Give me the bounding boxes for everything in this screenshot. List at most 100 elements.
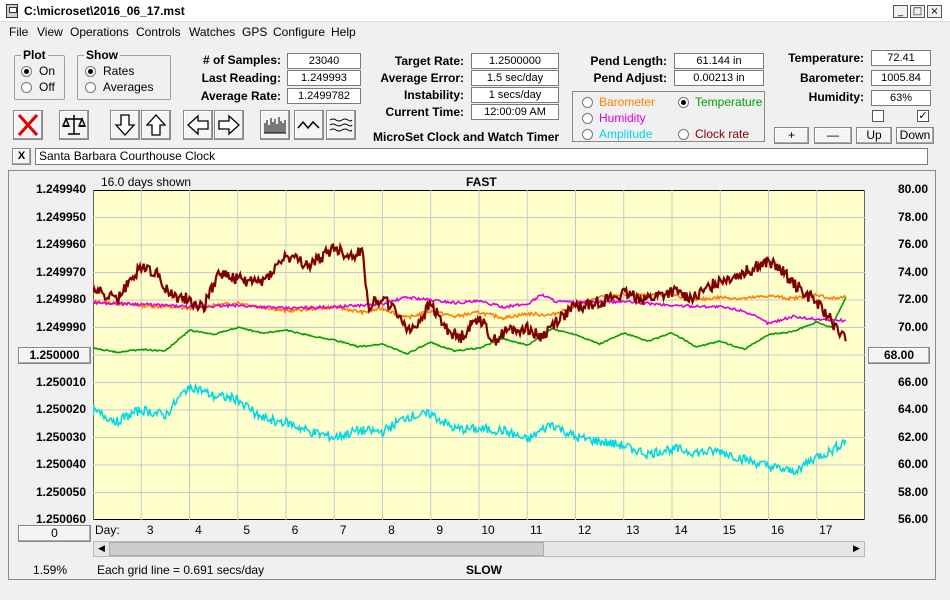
scroll-right-button[interactable] [214,110,244,140]
arrow-left-icon [187,114,209,136]
menu-help[interactable]: Help [331,25,356,39]
day-tick-label: 12 [577,523,592,537]
scroll-left-button[interactable] [183,110,213,140]
plot-off-radio[interactable] [21,82,32,93]
day-tick-label: 8 [388,523,395,537]
series-line-temperature [93,296,847,355]
arrow-up-icon [145,114,167,136]
env-checkbox-left[interactable] [872,110,884,122]
day-tick-label: 14 [674,523,688,537]
temperature-radio[interactable] [678,97,689,108]
pend-adjust-label: Pend Adjust: [593,71,667,85]
scroll-down-button[interactable] [110,110,140,140]
day-tick-label: 9 [436,523,444,537]
wave-view-button[interactable] [294,110,324,140]
left-tick-label: 1.249980 [35,292,86,306]
series-line-humidity [93,293,846,326]
red-x-icon [17,113,39,137]
humidity-field: 63% [871,90,931,106]
close-window-button[interactable]: × [927,5,942,18]
target-rate-label: Target Rate: [394,54,464,68]
show-rates-radio[interactable] [85,66,96,77]
clock-rate-radio[interactable] [678,129,689,140]
menu-file[interactable]: File [9,25,29,39]
humidity-radio[interactable] [582,113,593,124]
instability-field: 1 secs/day [471,87,559,103]
left-tick-label: 1.249950 [35,209,86,224]
chart-plot[interactable] [93,190,865,520]
arrow-right-icon [218,114,240,136]
menu-bar: File View Operations Controls Watches GP… [0,22,950,42]
menu-operations[interactable]: Operations [70,25,129,39]
title-bar [0,0,950,22]
average-error-field: 1.5 sec/day [471,70,559,86]
multi-wave-button[interactable] [326,110,356,140]
series-line-amplitude [93,382,847,476]
close-clock-button[interactable]: X [12,148,31,165]
menu-configure[interactable]: Configure [273,25,326,39]
histogram-button[interactable] [260,110,290,140]
plot-on-radio[interactable] [21,66,32,77]
stop-button[interactable] [13,110,43,140]
left-tick-label: 1.249960 [35,237,86,251]
last-reading-label: Last Reading: [201,71,281,85]
day-tick-label: 11 [530,523,543,537]
last-reading-field: 1.249993 [287,70,361,86]
show-averages-radio[interactable] [85,82,96,93]
percent-label: 1.59% [33,563,68,577]
right-reference-button[interactable]: 68.00 [868,347,930,364]
temperature-label: Temperature: [788,51,864,65]
amplitude-option-label: Amplitude [599,127,653,141]
balance-scale-icon [61,115,87,135]
scroll-up-button[interactable] [141,110,171,140]
right-tick-label: 70.00 [897,319,928,334]
target-rate-field[interactable]: 1.2500000 [471,53,559,69]
minimize-button[interactable]: _ [893,5,908,18]
show-averages-label: Averages [103,80,154,94]
current-time-field: 12:00:09 AM [471,104,559,120]
menu-watches[interactable]: Watches [189,25,236,39]
left-tick-label: 1.250050 [35,484,86,499]
day-tick-label: 7 [339,523,347,537]
barometer-radio[interactable] [582,97,593,108]
calibrate-button[interactable] [59,110,89,140]
menu-controls[interactable]: Controls [136,25,181,39]
app-caption: MicroSet Clock and Watch Timer [373,130,560,144]
left-tick-label: 1.250020 [35,402,86,416]
minus-button[interactable]: — [814,127,852,144]
up-button[interactable]: Up [856,127,892,144]
histogram-icon [264,117,286,134]
left-bottom-button[interactable]: 0 [18,525,91,542]
amplitude-radio[interactable] [582,129,593,140]
menu-view[interactable]: View [37,25,63,39]
left-tick-label: 1.249940 [35,182,86,196]
fast-label: FAST [466,175,497,189]
right-tick-label: 78.00 [897,209,928,224]
scrollbar-thumb[interactable] [109,542,544,556]
right-tick-label: 66.00 [897,374,928,389]
show-rates-label: Rates [103,64,135,78]
menu-gps[interactable]: GPS [242,25,268,39]
down-button[interactable]: Down [896,127,934,144]
clock-name-input[interactable]: Santa Barbara Courthouse Clock [35,148,928,165]
pend-length-field[interactable]: 61.144 in [674,53,764,69]
plot-on-label: On [39,64,56,78]
day-tick-label: 17 [819,523,833,537]
plot-off-label: Off [39,80,55,94]
plus-button[interactable]: + [774,127,809,144]
average-rate-field: 1.2499782 [287,88,361,104]
app-icon [6,4,18,18]
slow-label: SLOW [466,563,502,577]
scroll-right-arrow-icon[interactable]: ▶ [853,544,860,554]
series-line-barometer [93,291,847,321]
right-tick-label: 80.00 [897,182,928,196]
left-reference-button[interactable]: 1.250000 [18,347,91,364]
left-tick-label: 1.250060 [35,512,86,526]
sensor-options-box [572,91,765,142]
env-checkbox-right[interactable]: ✓ [917,109,929,122]
instability-label: Instability: [403,88,464,102]
right-tick-label: 62.00 [897,429,928,444]
maximize-button[interactable]: □ [910,5,925,18]
pend-adjust-field[interactable]: 0.00213 in [674,70,764,86]
scroll-left-arrow-icon[interactable]: ◀ [98,544,105,554]
